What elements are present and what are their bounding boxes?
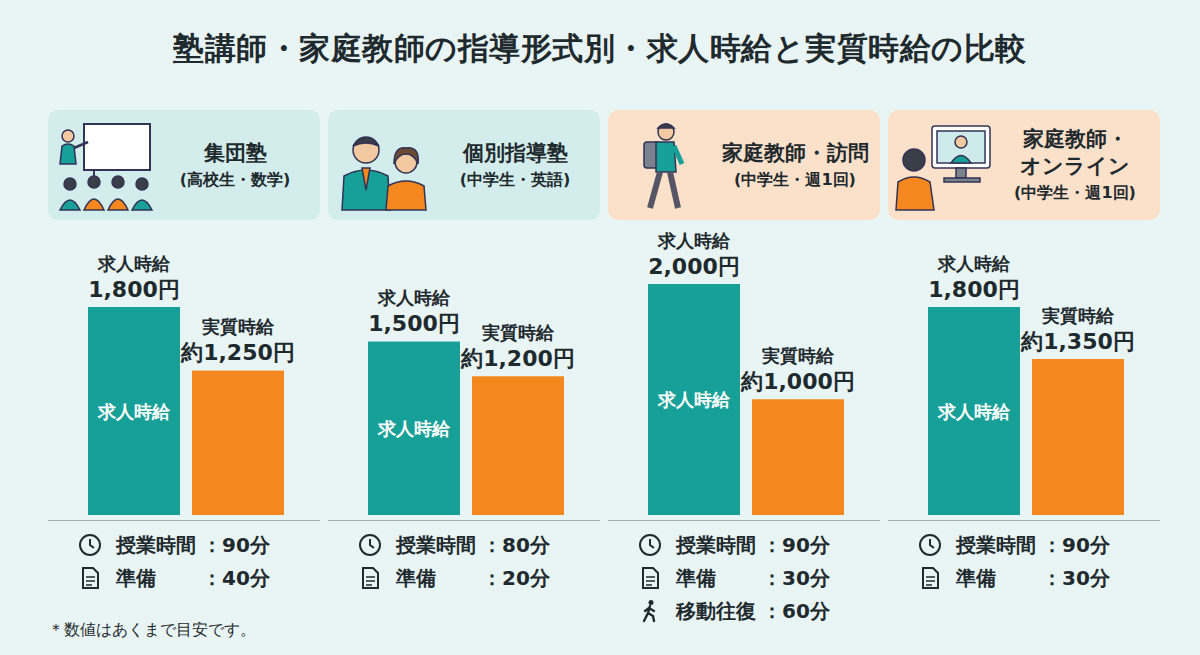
html-text:塾講師・家庭教師の指導形式別・求人時給と実質時給の比較: 塾講師・家庭教師の指導形式別・求人時給と実質時給の比較	[173, 30, 1027, 66]
html-text:(中学生・英語): (中学生・英語)	[459, 169, 571, 189]
html-text:授業時間 ：80分: 授業時間 ：80分	[396, 533, 550, 557]
svg-text:求人時給: 求人時給	[97, 253, 171, 274]
svg-text:求人時給: 求人時給	[937, 401, 1011, 422]
html-text:＊数値はあくまで目安です。: ＊数値はあくまで目安です。	[48, 620, 256, 639]
svg-text:約1,250円: 約1,250円	[180, 340, 295, 365]
html-text:(中学生・週1回): (中学生・週1回)	[734, 169, 856, 189]
svg-text:求人時給: 求人時給	[937, 253, 1011, 274]
html-text:準備: 準備	[396, 566, 436, 590]
html-text:集団塾: 集団塾	[203, 140, 267, 165]
html-text:準備: 準備	[116, 566, 156, 590]
svg-text:実質時給: 実質時給	[481, 322, 555, 343]
html-text:家庭教師・: 家庭教師・	[1022, 127, 1128, 151]
svg-text:約1,350円: 約1,350円	[1020, 329, 1135, 354]
html-text:(高校生・数学): (高校生・数学)	[179, 169, 291, 189]
html-text:個別指導塾: 個別指導塾	[462, 140, 568, 165]
html-text:授業時間 ：90分: 授業時間 ：90分	[676, 533, 830, 557]
svg-text:実質時給: 実質時給	[201, 316, 275, 337]
html-text:：30分: ：30分	[1042, 566, 1110, 590]
svg-text:2,000円: 2,000円	[648, 254, 740, 279]
html-text:準備: 準備	[956, 566, 996, 590]
svg-text:求人時給: 求人時給	[657, 230, 731, 251]
html-text:(中学生・週1回): (中学生・週1回)	[1014, 183, 1136, 202]
svg-text:1,500円: 1,500円	[368, 311, 460, 336]
html-text:：40分: ：40分	[202, 566, 270, 590]
html-text:授業時間 ：90分: 授業時間 ：90分	[956, 533, 1110, 557]
svg-text:求人時給: 求人時給	[377, 418, 451, 439]
svg-text:実質時給: 実質時給	[761, 345, 835, 366]
svg-text:約1,200円: 約1,200円	[460, 346, 575, 371]
svg-text:約1,000円: 約1,000円	[740, 369, 855, 394]
html-text:家庭教師・訪問: 家庭教師・訪問	[721, 140, 869, 165]
html-text:授業時間 ：90分: 授業時間 ：90分	[116, 533, 270, 557]
svg-text:1,800円: 1,800円	[928, 277, 1020, 302]
html-text:準備: 準備	[676, 566, 716, 590]
svg-text:求人時給: 求人時給	[97, 401, 171, 422]
svg-text:1,800円: 1,800円	[88, 277, 180, 302]
svg-text:求人時給: 求人時給	[377, 287, 451, 308]
svg-text:実質時給: 実質時給	[1041, 305, 1115, 326]
svg-text:求人時給: 求人時給	[657, 389, 731, 410]
html-text:：20分: ：20分	[482, 566, 550, 590]
html-text:オンライン: オンライン	[1020, 154, 1130, 178]
html-text:：30分: ：30分	[762, 566, 830, 590]
html-text:移動往復 ：60分: 移動往復 ：60分	[676, 599, 830, 623]
